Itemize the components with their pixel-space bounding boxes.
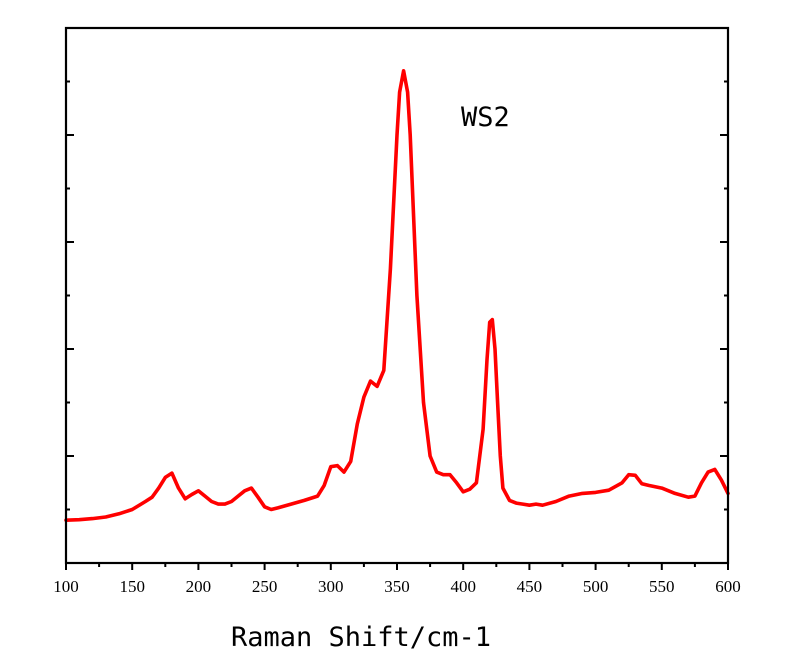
x-tick-label: 100 — [53, 577, 79, 596]
sample-annotation: WS2 — [461, 102, 510, 133]
x-tick-label: 400 — [450, 577, 476, 596]
x-tick-label: 550 — [649, 577, 675, 596]
plot-frame — [64, 26, 730, 565]
x-tick-label: 500 — [583, 577, 609, 596]
x-tick-label: 600 — [715, 577, 741, 596]
x-tick-label: 450 — [517, 577, 543, 596]
x-tick-labels: 100 150 200 250 300 350 400 450 500 550 600 — [53, 577, 741, 596]
spectrum-line — [64, 69, 730, 522]
x-tick-label: 350 — [384, 577, 410, 596]
x-axis-title: Raman Shift/cm-1 — [231, 622, 491, 653]
x-tick-label: 300 — [318, 577, 344, 596]
x-tick-label: 250 — [252, 577, 278, 596]
x-tick-label: 150 — [119, 577, 145, 596]
x-tick-label: 200 — [186, 577, 212, 596]
